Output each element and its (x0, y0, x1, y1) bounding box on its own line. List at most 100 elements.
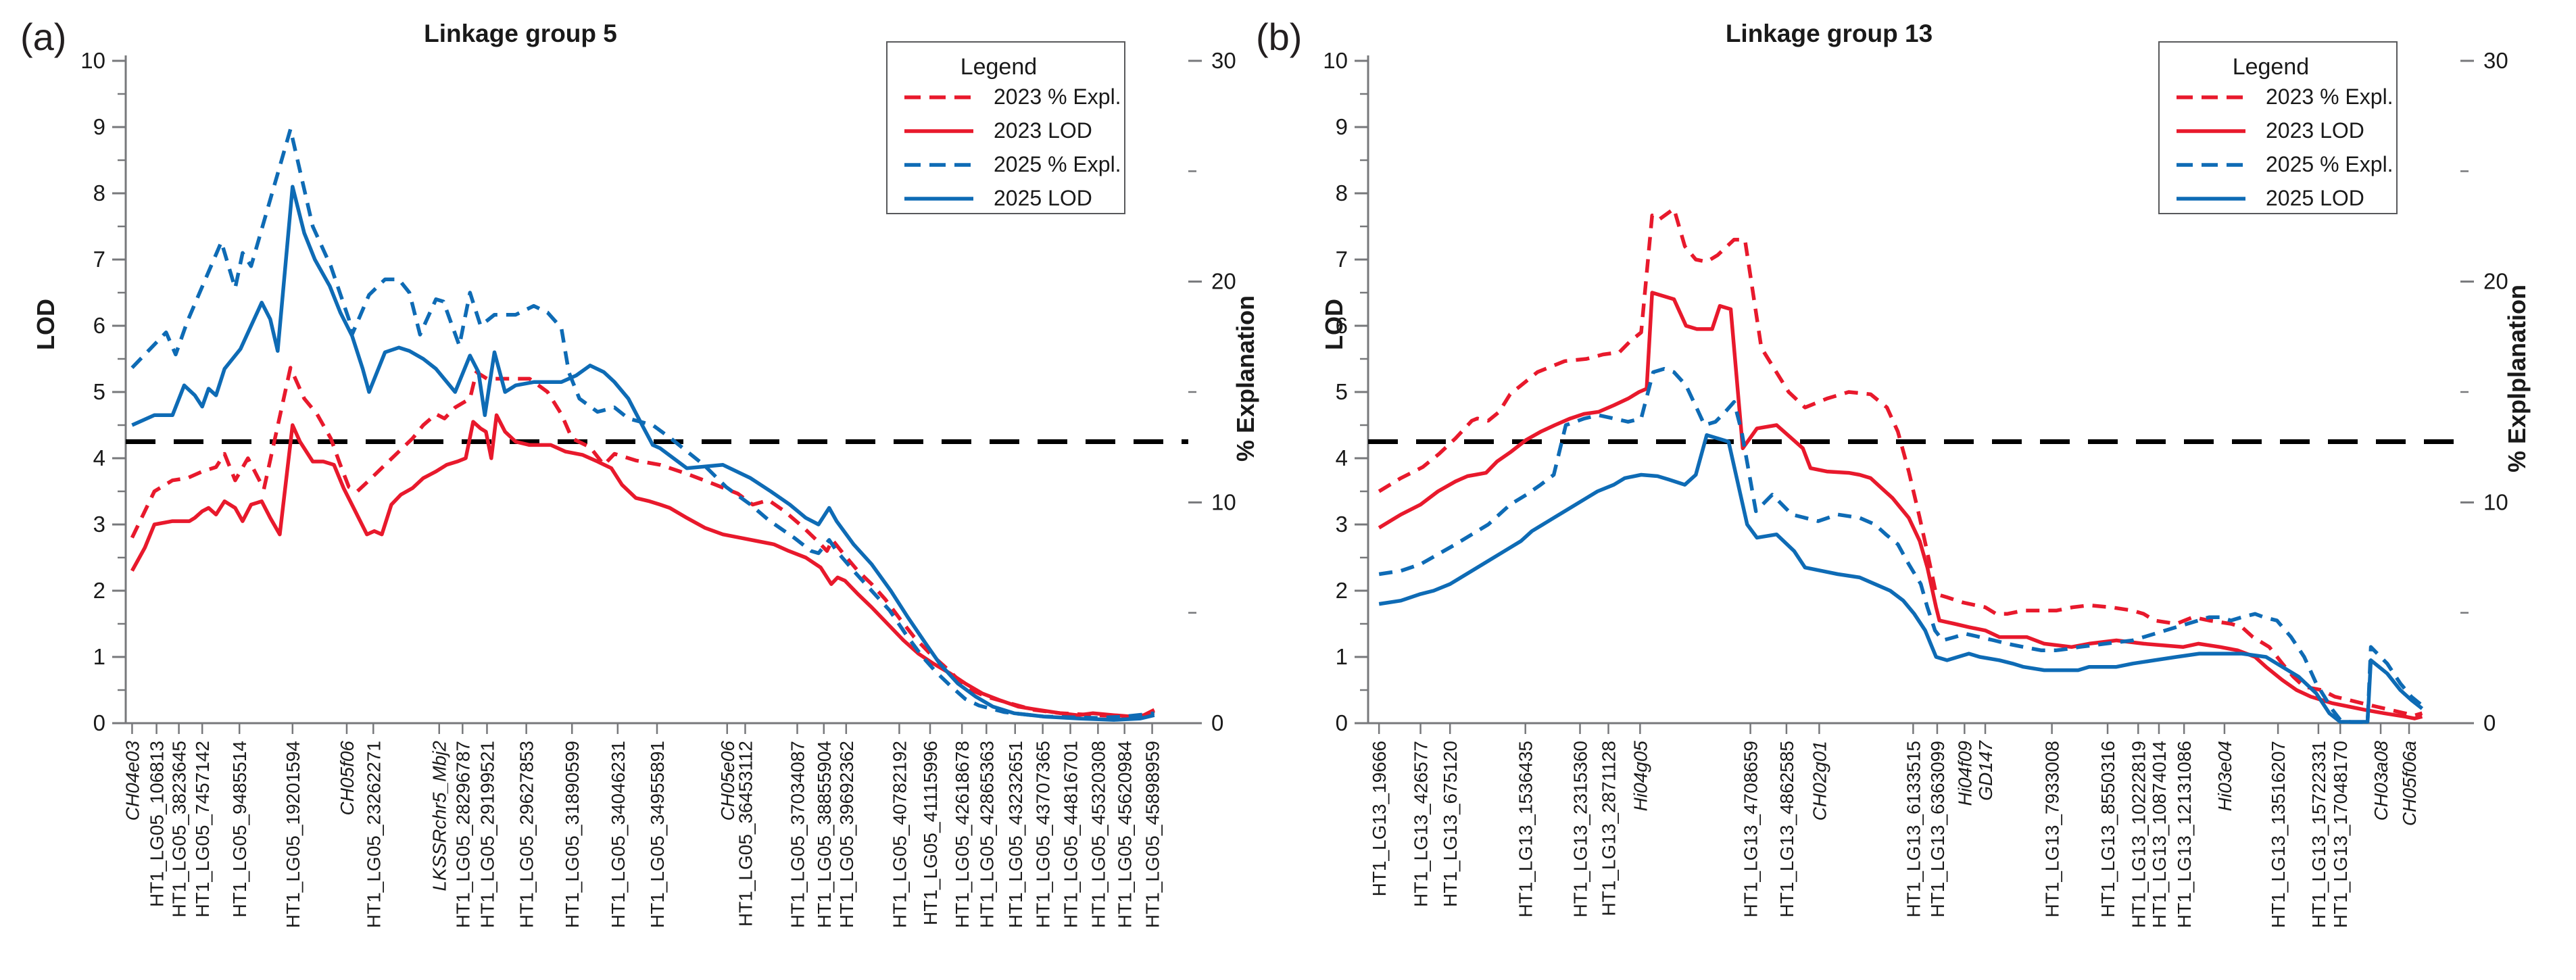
x-axis-label: HT1_LG05_34955891 (647, 741, 668, 928)
y2-axis-tick-label: 30 (2483, 48, 2508, 73)
y-axis-tick-label: 9 (1336, 114, 1348, 139)
y-axis-tick-label: 0 (93, 710, 105, 735)
x-axis-label: HT1_LG13_13516207 (2268, 741, 2289, 928)
y2-axis-tick-label: 20 (1211, 269, 1236, 294)
y-axis-tick-label: 10 (1323, 48, 1348, 73)
x-axis-label: GD147 (1975, 740, 1996, 801)
x-axis-label: HT1_LG05_31890599 (562, 741, 583, 928)
y-axis-tick-label: 2 (93, 578, 105, 603)
x-axis-label: HT1_LG13_6363099 (1927, 741, 1948, 918)
legend-box (2158, 41, 2398, 214)
y-axis-tick-label: 7 (93, 247, 105, 272)
x-axis-label: HT1_LG13_2871128 (1599, 741, 1620, 916)
y2-axis-tick-label: 10 (1211, 489, 1236, 514)
legend-item-label: 2023 % Expl. (2266, 84, 2393, 109)
x-axis-label: HT1_LG05_45898959 (1142, 741, 1163, 928)
series-line-2025-lod (131, 185, 1155, 722)
x-axis-label: HT1_LG05_45320308 (1088, 741, 1109, 928)
series-line-2025-expl- (1378, 366, 2424, 725)
legend-title: Legend (961, 54, 1037, 80)
x-axis-label: HT1_LG05_28296787 (452, 741, 473, 928)
y-axis-tick-label: 3 (93, 512, 105, 537)
x-axis-label: HT1_LG05_45620984 (1115, 741, 1136, 928)
legend-box (886, 41, 1125, 214)
x-axis-label: HT1_LG13_426577 (1411, 741, 1432, 907)
x-axis-label: HT1_LG13_675120 (1440, 741, 1461, 907)
x-axis-label: CH03a08 (2371, 741, 2391, 821)
x-axis-label: HT1_LG13_1536435 (1515, 741, 1536, 918)
x-axis-label: HT1_LG05_106813 (147, 741, 168, 907)
y2-axis-tick-label: 10 (2483, 489, 2508, 514)
panel-linkage-group-13: Linkage group 13 0 1 2 3 4 5 6 7 8 9 10 0 10 20 30 LOD % … (1288, 0, 2576, 980)
x-axis-label: HT1_LG05_3823645 (169, 741, 190, 918)
x-axis-label: CH02g01 (1809, 741, 1830, 820)
y-axis-tick-label: 5 (1336, 379, 1348, 404)
y2-axis-tick-label: 0 (2483, 710, 2496, 735)
x-axis-label: HT1_LG05_43232651 (1005, 741, 1026, 928)
x-axis-label: CH05f06 (337, 741, 358, 816)
chart-svg-a: Linkage group 5 0 1 2 3 4 5 6 7 8 9 10 0 10 20 30 LOD % E… (32, 20, 1259, 928)
legend-item-label: 2025 LOD (994, 186, 1092, 210)
x-axis-label: HT1_LG05_7457142 (192, 741, 213, 918)
y-axis-tick-label: 4 (93, 445, 105, 470)
y-axis-tick-label: 2 (1336, 578, 1348, 603)
y2-axis-title: % Explanation (1232, 295, 1259, 462)
y-axis-tick-label: 6 (93, 313, 105, 338)
y2-axis-tick-label: 30 (1211, 48, 1236, 73)
x-axis-label: HT1_LG05_29627853 (516, 741, 537, 928)
y-axis-tick-label: 4 (1336, 445, 1348, 470)
x-axis-label: HT1_LG13_4862585 (1776, 741, 1797, 918)
panel-letter-b: (b) (1256, 16, 1303, 58)
legend-item-label: 2025 % Expl. (2266, 152, 2393, 176)
panel-letter-a: (a) (20, 16, 67, 58)
chart-title: Linkage group 5 (424, 20, 617, 47)
chart-title: Linkage group 13 (1726, 20, 1933, 47)
x-axis-label: HT1_LG05_39692362 (836, 741, 857, 928)
x-axis-label: HT1_LG05_41115996 (920, 741, 941, 925)
x-axis-label: Hi03e04 (2214, 741, 2235, 811)
panel-linkage-group-5: Linkage group 5 0 1 2 3 4 5 6 7 8 9 10 0 10 20 30 LOD % E… (32, 20, 1259, 928)
legend-item-label: 2023 LOD (2266, 118, 2364, 143)
x-axis-label: HT1_LG05_19201594 (283, 741, 303, 928)
legend-item-label: 2023 LOD (994, 118, 1092, 143)
y-axis-tick-label: 8 (93, 180, 105, 205)
x-axis-label: CH05e06 (717, 741, 738, 821)
x-axis-label: HT1_LG05_44816701 (1061, 741, 1082, 928)
x-axis-label: HT1_LG13_15722331 (2308, 741, 2329, 928)
x-axis-label: HT1_LG05_40782192 (889, 741, 910, 928)
x-axis-label: HT1_LG13_10874014 (2149, 741, 2170, 928)
legend-title: Legend (2233, 54, 2309, 80)
x-axis-label: HT1_LG13_12131086 (2174, 741, 2195, 928)
x-axis-label: HT1_LG05_34046231 (608, 741, 629, 928)
x-axis-label: HT1_LG05_42618678 (952, 741, 973, 928)
series-line-2023-lod (130, 413, 1155, 718)
x-axis-label: HT1_LG13_10222819 (2128, 741, 2149, 928)
x-axis-label: HT1_LG05_9485514 (229, 741, 250, 918)
x-axis-label: HT1_LG13_19666 (1369, 741, 1390, 896)
x-axis-label: HT1_LG05_38855904 (814, 741, 835, 928)
x-axis-label: CH04e03 (122, 741, 143, 821)
y-axis-title: LOD (1320, 299, 1348, 350)
x-axis-label: HT1_LG13_6133515 (1903, 741, 1924, 918)
x-axis-label: HT1_LG13_7933008 (2042, 741, 2063, 918)
x-axis-label: Hi04g05 (1630, 741, 1651, 812)
y-axis-tick-label: 3 (1336, 512, 1348, 537)
y-axis-tick-label: 6 (1336, 313, 1348, 338)
x-axis-label: HT1_LG13_8550316 (2097, 741, 2118, 918)
legend-item-label: 2025 LOD (2266, 186, 2364, 210)
series-line-2023-lod (1378, 291, 2423, 720)
x-axis-label: HT1_LG05_43707365 (1033, 741, 1054, 928)
chart-svg-b: Linkage group 13 0 1 2 3 4 5 6 7 8 9 10 0 10 20 30 LOD % … (1320, 20, 2531, 928)
y2-axis-tick-label: 20 (2483, 269, 2508, 294)
y2-axis-tick-label: 0 (1211, 710, 1223, 735)
x-axis-label: Hi04f09 (1954, 741, 1975, 806)
x-axis-label: HT1_LG05_29199521 (477, 741, 497, 928)
x-axis-label: HT1_LG05_23262271 (363, 741, 384, 928)
y-axis-tick-label: 0 (1336, 710, 1348, 735)
legend-item-label: 2023 % Expl. (994, 84, 1121, 109)
series-line-2023-expl- (130, 366, 1155, 718)
x-axis-label: LKSSRchr5_Mbj2 (429, 741, 450, 891)
x-axis-label: HT1_LG13_2315360 (1570, 741, 1591, 918)
x-axis-label: HT1_LG13_17048170 (2330, 741, 2351, 928)
